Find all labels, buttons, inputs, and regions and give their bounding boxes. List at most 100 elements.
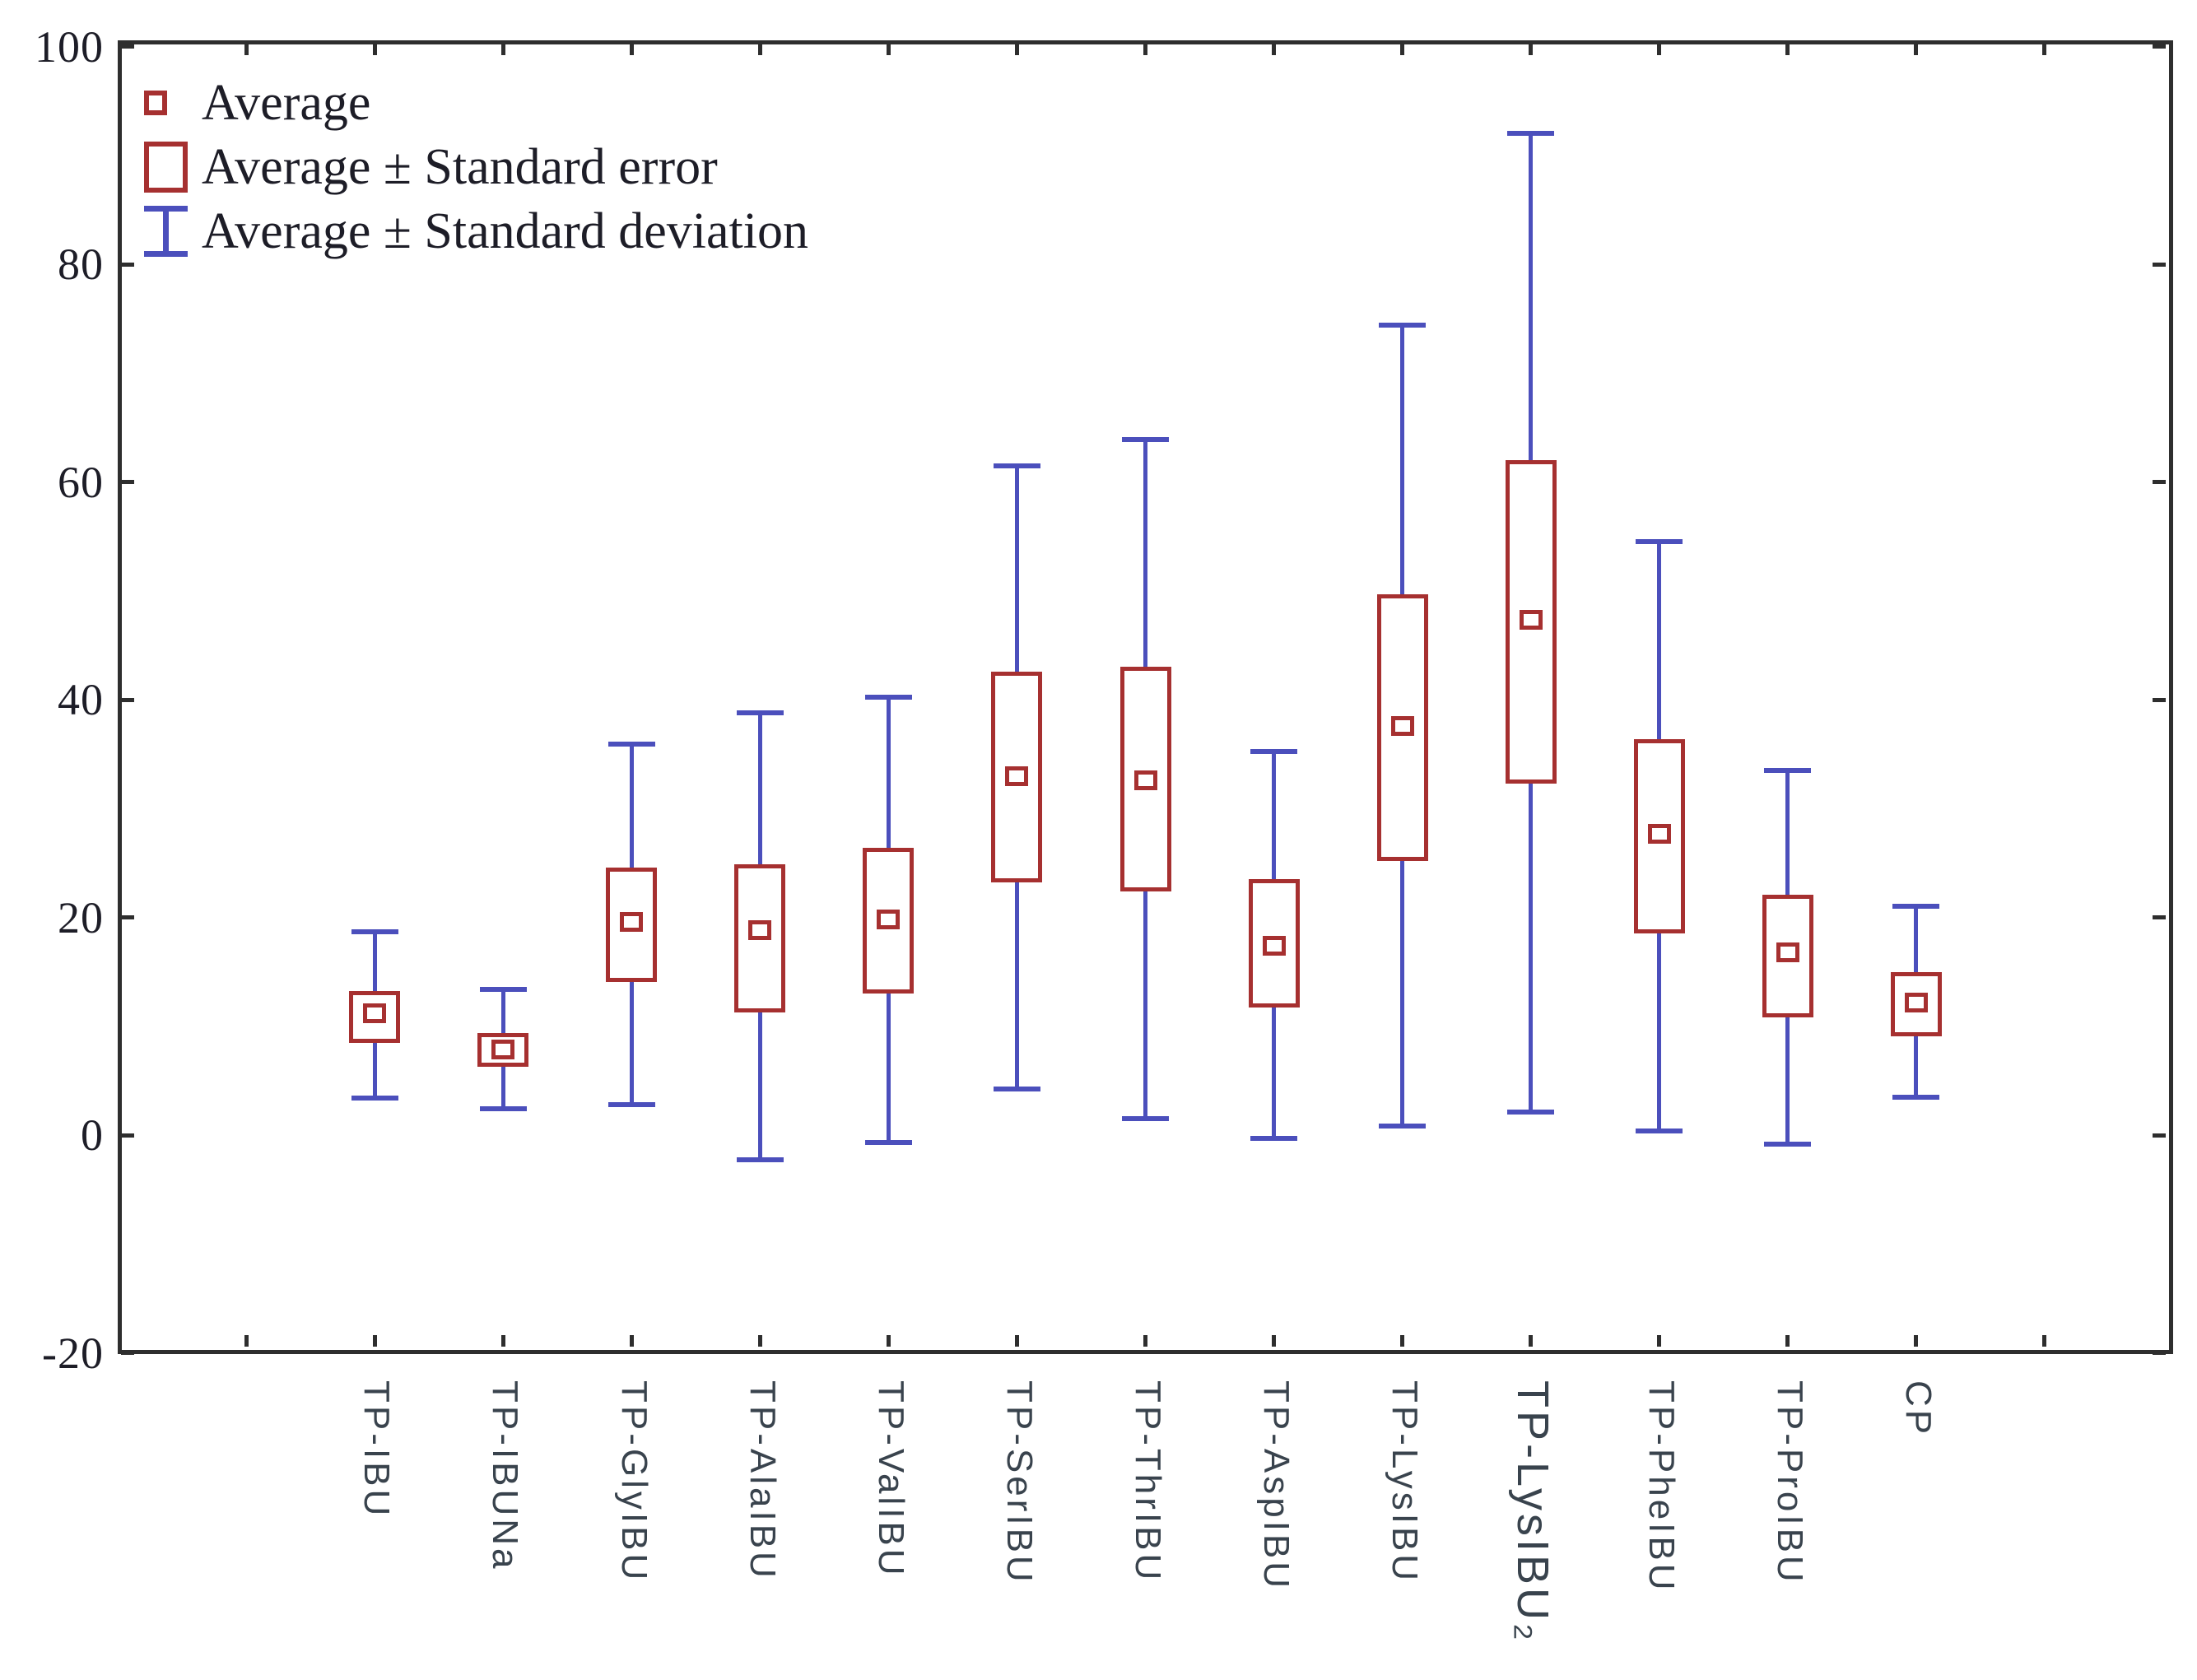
legend-label-standard-deviation: Average ± Standard deviation [202, 202, 809, 259]
legend-label-standard-error: Average ± Standard error [202, 138, 718, 195]
x-tick-mark-bottom [244, 1335, 249, 1347]
sd-whisker-top-cap [1250, 749, 1298, 755]
y-tick-mark [121, 1351, 134, 1355]
mean-marker [1647, 823, 1671, 844]
mean-marker [748, 920, 772, 941]
mean-marker [620, 911, 644, 932]
mean-marker [877, 910, 901, 930]
mean-marker [1133, 770, 1157, 790]
x-tick-mark-bottom [1272, 1335, 1277, 1347]
sd-whisker-top-cap [479, 986, 527, 992]
x-tick-mark-top [1400, 44, 1405, 55]
x-tick-mark-top [1914, 44, 1919, 55]
y-tick-label--20: -20 [42, 1328, 104, 1378]
x-tick-mark-top [886, 44, 891, 55]
sd-whisker-top-cap [1122, 436, 1169, 442]
mean-marker [1390, 715, 1414, 736]
x-tick-mark-bottom [1914, 1335, 1919, 1347]
x-tick-mark-bottom [757, 1335, 762, 1347]
sd-whisker-top-cap [864, 695, 912, 700]
x-tick-mark-top [1657, 44, 1662, 55]
y-tick-mark [2153, 1351, 2166, 1355]
x-tick-mark-top [372, 44, 377, 55]
mean-square-icon [144, 91, 167, 115]
legend-item-standard-deviation: Average ± Standard deviation [144, 199, 808, 263]
sd-whisker-bottom-cap [864, 1140, 912, 1146]
sd-whisker-bottom-cap [993, 1087, 1040, 1092]
x-tick-mark-top [1785, 44, 1790, 55]
x-tick-mark-top [1143, 44, 1147, 55]
y-tick-mark [2153, 44, 2166, 49]
mean-marker [1904, 992, 1928, 1012]
x-tick-mark-top [500, 44, 505, 55]
sd-whisker-bottom-cap [1379, 1124, 1427, 1129]
se-box [991, 671, 1043, 883]
sd-whisker-icon [144, 206, 188, 257]
y-tick-mark [121, 697, 134, 702]
sd-whisker-top-cap [1764, 767, 1812, 773]
x-tick-mark-top [757, 44, 762, 55]
x-tick-mark-top [629, 44, 634, 55]
y-tick-mark [2153, 915, 2166, 919]
sd-whisker-bottom-cap [1122, 1116, 1169, 1122]
sd-whisker-bottom-cap [1250, 1135, 1298, 1141]
x-tick-mark-top [1529, 44, 1534, 55]
y-tick-label-20: 20 [58, 892, 104, 942]
y-tick-mark [121, 262, 134, 267]
x-tick-mark-bottom [1400, 1335, 1405, 1347]
y-tick-mark [121, 915, 134, 919]
sd-whisker-top-cap [1379, 323, 1427, 328]
sd-whisker-top-cap [1636, 539, 1683, 545]
x-tick-mark-bottom [1785, 1335, 1790, 1347]
sd-whisker-top-cap [1892, 904, 1940, 910]
legend: Average Average ± Standard error Average… [144, 71, 808, 263]
legend-item-standard-error: Average ± Standard error [144, 135, 808, 199]
x-tick-mark-top [1014, 44, 1019, 55]
sd-whisker-bottom-cap [1507, 1110, 1555, 1115]
sd-whisker-top-cap [993, 463, 1040, 468]
sd-whisker-bottom-cap [1764, 1141, 1812, 1147]
x-tick-mark-top [244, 44, 249, 55]
y-tick-mark [2153, 480, 2166, 484]
sd-whisker-bottom-cap [479, 1106, 527, 1112]
mean-marker [1262, 935, 1286, 956]
x-tick-mark-bottom [886, 1335, 891, 1347]
legend-item-average: Average [144, 71, 808, 135]
x-tick-mark-bottom [2042, 1335, 2047, 1347]
y-tick-mark [2153, 1133, 2166, 1138]
sd-whisker-bottom-cap [1636, 1128, 1683, 1133]
legend-label-average: Average [202, 74, 371, 131]
mean-marker [1776, 942, 1799, 962]
x-tick-mark-bottom [1143, 1335, 1147, 1347]
x-tick-mark-bottom [1014, 1335, 1019, 1347]
x-tick-mark-bottom [629, 1335, 634, 1347]
sd-whisker-top-cap [1507, 131, 1555, 137]
y-tick-label-100: 100 [35, 21, 104, 72]
y-tick-mark [121, 44, 134, 49]
x-tick-mark-bottom [500, 1335, 505, 1347]
mean-marker [363, 1003, 387, 1023]
sd-whisker-bottom-cap [1892, 1094, 1940, 1100]
y-tick-mark [121, 1133, 134, 1138]
y-tick-mark [2153, 697, 2166, 702]
se-box [1505, 460, 1557, 784]
y-tick-label-40: 40 [58, 675, 104, 724]
x-tick-mark-bottom [372, 1335, 377, 1347]
x-tick-mark-bottom [1657, 1335, 1662, 1347]
sd-whisker-bottom-cap [351, 1096, 398, 1101]
x-tick-mark-top [2042, 44, 2047, 55]
mean-marker [1005, 766, 1029, 786]
sd-whisker-top-cap [736, 710, 784, 715]
sd-whisker-top-cap [351, 928, 398, 934]
sd-whisker-top-cap [607, 742, 655, 747]
x-tick-mark-top [1272, 44, 1277, 55]
sd-whisker-bottom-cap [736, 1157, 784, 1163]
mean-marker [1519, 610, 1543, 631]
y-tick-label-0: 0 [81, 1110, 104, 1160]
y-tick-mark [2153, 262, 2166, 267]
y-tick-label-80: 80 [58, 240, 104, 289]
x-tick-mark-bottom [1529, 1335, 1534, 1347]
y-tick-mark [121, 480, 134, 484]
y-tick-label-60: 60 [58, 457, 104, 507]
